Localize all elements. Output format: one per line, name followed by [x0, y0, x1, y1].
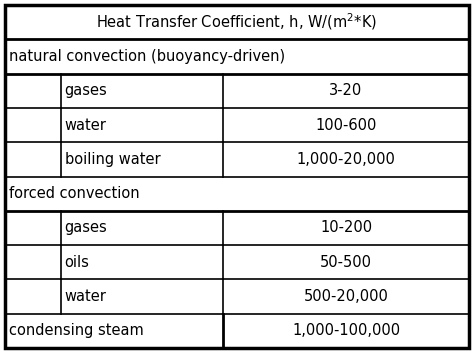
Text: 500-20,000: 500-20,000 — [304, 289, 389, 304]
Text: boiling water: boiling water — [64, 152, 160, 167]
Text: water: water — [64, 289, 107, 304]
Text: forced convection: forced convection — [9, 186, 140, 201]
Text: Heat Transfer Coefficient, h, W/(m$^2$*K): Heat Transfer Coefficient, h, W/(m$^2$*K… — [96, 12, 378, 32]
Text: gases: gases — [64, 83, 108, 98]
Text: 1,000-20,000: 1,000-20,000 — [297, 152, 395, 167]
Text: gases: gases — [64, 221, 108, 235]
Text: 3-20: 3-20 — [329, 83, 363, 98]
Text: water: water — [64, 118, 107, 132]
Text: 1,000-100,000: 1,000-100,000 — [292, 323, 400, 338]
Text: oils: oils — [64, 255, 90, 270]
Text: condensing steam: condensing steam — [9, 323, 144, 338]
Text: natural convection (buoyancy-driven): natural convection (buoyancy-driven) — [9, 49, 285, 64]
Text: 50-500: 50-500 — [320, 255, 372, 270]
Text: 100-600: 100-600 — [315, 118, 377, 132]
Text: 10-200: 10-200 — [320, 221, 372, 235]
